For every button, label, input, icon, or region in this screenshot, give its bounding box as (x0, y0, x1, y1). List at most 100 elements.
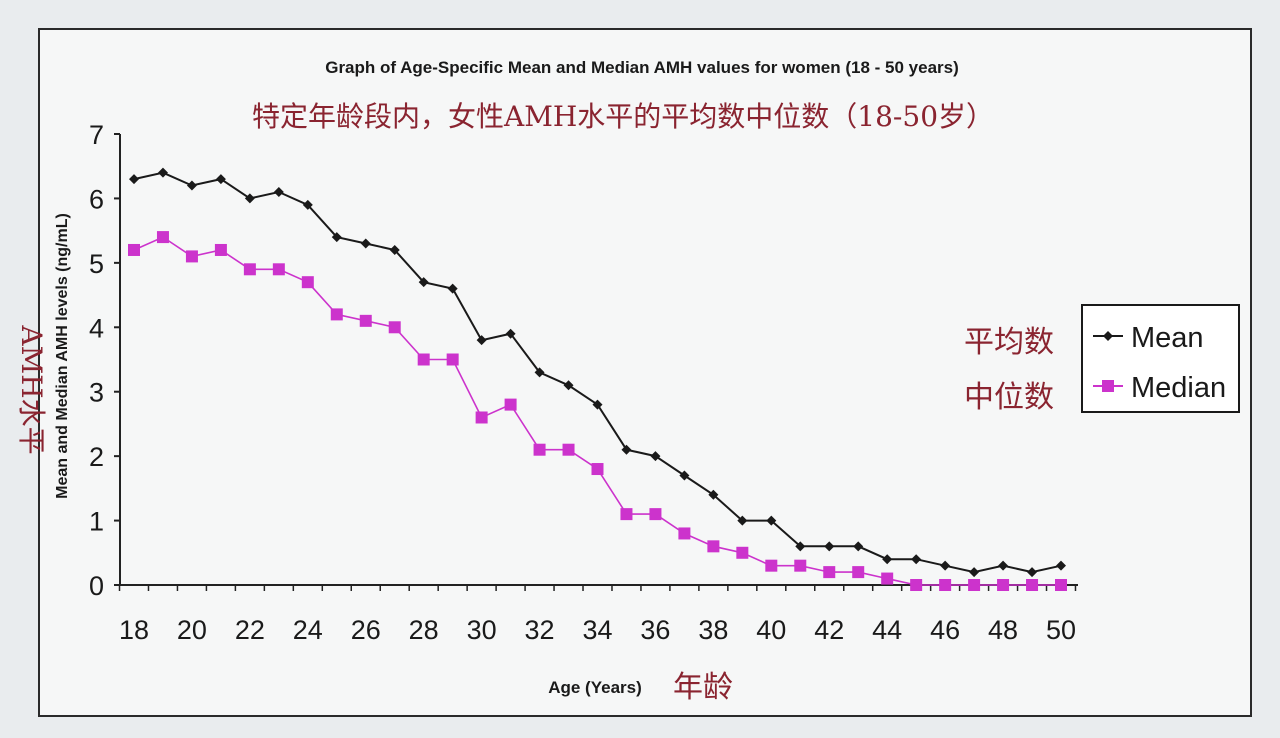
data-point-median (301, 276, 314, 289)
data-point-mean (853, 541, 864, 552)
y-axis-label: Mean and Median AMH levels (ng/mL) (54, 213, 71, 499)
x-tick-label: 22 (235, 615, 265, 645)
y-tick-label: 3 (89, 378, 104, 408)
data-point-mean (766, 515, 777, 526)
data-point-median (765, 559, 778, 572)
data-point-mean (129, 174, 139, 185)
data-point-mean (650, 451, 661, 462)
data-point-mean (940, 560, 951, 571)
y-tick-label: 7 (89, 120, 104, 150)
x-tick-label: 44 (872, 615, 902, 645)
data-point-median (475, 411, 488, 424)
x-tick-label: 32 (525, 615, 555, 645)
data-point-median (852, 566, 865, 579)
x-tick-label: 48 (988, 615, 1018, 645)
data-point-mean (447, 283, 458, 294)
data-point-mean (389, 244, 400, 255)
data-point-median (243, 263, 256, 276)
chart-frame (38, 28, 1252, 717)
x-tick-label: 42 (814, 615, 844, 645)
data-point-mean (302, 199, 313, 210)
data-point-median (968, 579, 981, 591)
data-point-mean (360, 238, 371, 249)
x-tick-label: 36 (640, 615, 670, 645)
x-axis-label-cn: 年龄 (673, 670, 733, 705)
data-point-mean (215, 174, 226, 185)
x-tick-label: 50 (1046, 615, 1076, 645)
data-point-mean (824, 541, 835, 552)
data-point-median (562, 443, 575, 456)
data-point-mean (1027, 567, 1038, 578)
y-tick-label: 5 (89, 249, 104, 279)
data-point-median (156, 231, 169, 244)
data-point-median (939, 579, 952, 591)
data-point-mean (911, 554, 922, 565)
data-point-mean (331, 232, 342, 243)
data-point-median (185, 250, 198, 263)
y-ticks: 0 1 2 3 4 5 6 7 (89, 120, 120, 601)
x-tick-label: 18 (119, 615, 149, 645)
legend-box (1081, 304, 1240, 413)
data-point-mean (795, 541, 806, 552)
data-point-median (446, 353, 459, 366)
legend-label-cn-mean: 平均数 (964, 325, 1054, 360)
data-point-mean (273, 186, 284, 197)
data-point-median (1055, 579, 1067, 591)
data-point-median (272, 263, 285, 276)
data-point-mean (476, 335, 487, 346)
data-point-median (591, 463, 604, 476)
y-tick-label: 4 (89, 313, 104, 343)
y-tick-label: 0 (89, 571, 104, 601)
data-point-mean (505, 328, 516, 339)
x-tick-label: 24 (293, 615, 323, 645)
data-point-median (823, 566, 836, 579)
x-tick-label: 34 (582, 615, 612, 645)
data-point-median (1026, 579, 1039, 591)
x-ticks: 18 20 22 24 26 28 30 32 34 36 38 40 42 44 46 48 50 (118, 585, 1077, 645)
data-point-mean (563, 380, 574, 391)
chart-title: Graph of Age-Specific Mean and Median AM… (325, 58, 959, 77)
legend-entry-median: Median (1131, 372, 1226, 404)
series-mean (129, 167, 1066, 578)
data-point-mean (157, 167, 168, 178)
series-layer (128, 167, 1067, 591)
data-point-mean (621, 444, 632, 455)
legend-marker-mean (1103, 331, 1113, 341)
y-tick-label: 6 (89, 184, 104, 214)
x-tick-label: 38 (698, 615, 728, 645)
data-point-median (620, 508, 633, 521)
data-point-mean (737, 515, 748, 526)
x-tick-label: 30 (467, 615, 497, 645)
series-median (128, 231, 1067, 591)
y-axis-label-cn: AMH水平 (15, 324, 48, 454)
data-point-mean (418, 277, 429, 288)
x-tick-label: 28 (409, 615, 439, 645)
data-point-median (678, 527, 691, 540)
data-point-median (359, 314, 372, 327)
y-tick-label: 1 (89, 507, 104, 537)
data-point-median (388, 321, 401, 334)
data-point-mean (186, 180, 197, 191)
data-point-mean (998, 560, 1009, 571)
data-point-median (214, 243, 227, 256)
data-point-median (910, 579, 923, 591)
data-point-median (881, 572, 894, 585)
data-point-median (417, 353, 430, 366)
data-point-median (707, 540, 720, 553)
x-tick-label: 40 (756, 615, 786, 645)
data-point-median (649, 508, 662, 521)
data-point-mean (592, 399, 603, 410)
data-point-mean (679, 470, 690, 481)
data-point-median (794, 559, 807, 572)
data-point-median (533, 443, 546, 456)
legend-label-cn-median: 中位数 (964, 380, 1054, 415)
data-point-mean (882, 554, 893, 565)
data-point-mean (534, 367, 545, 378)
data-point-median (736, 546, 749, 559)
data-point-mean (1056, 560, 1066, 571)
data-point-mean (708, 489, 719, 500)
y-tick-label: 2 (89, 442, 104, 472)
x-tick-label: 26 (351, 615, 381, 645)
data-point-mean (969, 567, 980, 578)
legend: Mean Median (1081, 304, 1240, 413)
